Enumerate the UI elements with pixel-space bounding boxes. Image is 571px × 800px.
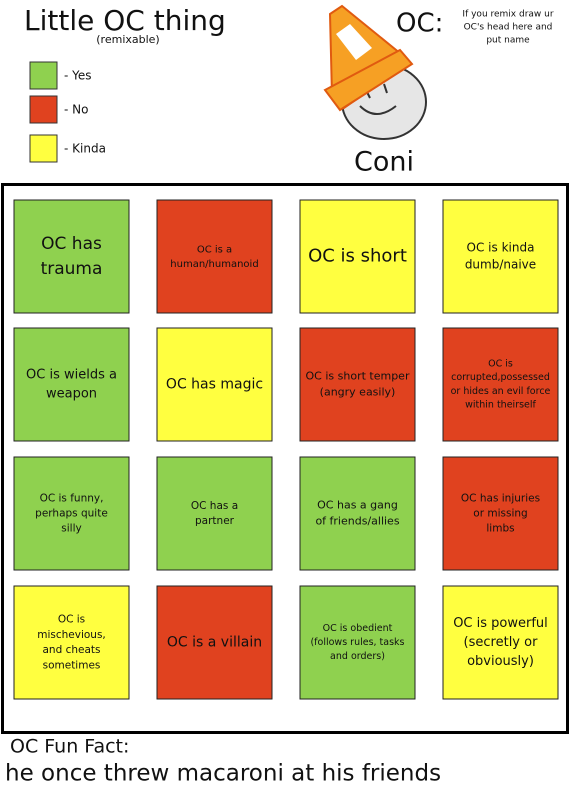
grid-cell: [156, 456, 273, 571]
grid-cell: [13, 327, 130, 442]
legend-label: - Yes: [64, 69, 92, 83]
cell-text: dumb/naive: [465, 258, 536, 272]
legend-label: - No: [64, 103, 88, 117]
grid-cell: [442, 327, 559, 442]
cell-text: OC is: [58, 614, 85, 626]
cell-text: perhaps quite: [35, 508, 108, 520]
fun-fact-title: OC Fun Fact:: [10, 736, 129, 758]
grid-cell: [156, 199, 273, 314]
cell-text: silly: [61, 523, 81, 535]
grid-frame: [1, 183, 569, 734]
grid-cell: [299, 327, 416, 442]
cell-text: partner: [195, 515, 235, 527]
grid-cell: [442, 456, 559, 571]
cell-text: OC has: [41, 234, 102, 254]
cell-text: within theirself: [465, 400, 536, 411]
cell-text: OC is kinda: [467, 240, 535, 254]
instruction: put name: [486, 36, 530, 46]
grid-cell: [299, 456, 416, 571]
legend-swatch: [29, 95, 58, 124]
cell-text: corrupted,possessed: [451, 372, 550, 383]
cell-text: OC is wields a: [26, 368, 117, 383]
cell-text: OC is short temper: [306, 370, 410, 383]
grid-cell: [13, 456, 130, 571]
subtitle: (remixable): [96, 33, 159, 46]
cell-text: trauma: [41, 259, 103, 279]
cell-text: OC is short: [308, 246, 407, 267]
cell-text: or hides an evil force: [451, 386, 551, 397]
fun-fact-text: he once threw macaroni at his friends: [5, 761, 441, 787]
oc-label: OC:: [396, 9, 443, 39]
grid-cell: [442, 199, 559, 314]
grid-cell: [299, 585, 416, 700]
cell-text: weapon: [46, 386, 97, 401]
cell-text: (secretly or: [464, 635, 539, 650]
cell-text: limbs: [486, 523, 514, 535]
oc-name: Coni: [354, 147, 414, 178]
grid-cell: [299, 199, 416, 314]
instruction: If you remix draw ur: [462, 10, 553, 20]
grid-cell: [13, 585, 130, 700]
legend-swatch: [29, 134, 58, 163]
cell-text: OC is obedient: [323, 623, 393, 634]
grid-cell: [442, 585, 559, 700]
instruction: OC's head here and: [464, 23, 553, 33]
grid-cell: [156, 327, 273, 442]
cell-text: OC is a villain: [167, 635, 262, 651]
cell-text: OC is a: [197, 244, 232, 255]
cell-text: (angry easily): [320, 385, 396, 398]
legend-swatch: [29, 61, 58, 90]
legend-label: - Kinda: [64, 142, 106, 156]
cell-text: mischevious,: [37, 629, 106, 641]
cone-head: [323, 4, 427, 140]
cell-text: OC has injuries: [461, 492, 540, 504]
cell-text: OC has magic: [166, 377, 263, 393]
cell-text: (follows rules, tasks: [310, 637, 404, 648]
cell-text: sometimes: [43, 659, 101, 671]
grid-cell: [13, 199, 130, 314]
cell-text: or missing: [473, 508, 527, 520]
cell-text: OC is powerful: [453, 616, 548, 631]
cell-text: OC is: [488, 358, 513, 369]
cell-text: and cheats: [42, 644, 100, 656]
cell-text: and orders): [330, 651, 385, 662]
cell-text: OC has a gang: [317, 499, 398, 512]
cell-text: of friends/allies: [315, 514, 399, 527]
cell-text: OC has a: [191, 500, 238, 512]
cell-text: OC is funny,: [40, 492, 104, 504]
grid-cell: [156, 585, 273, 700]
cell-text: obviously): [467, 654, 534, 669]
cell-text: human/humanoid: [170, 259, 258, 270]
title: Little OC thing: [24, 4, 226, 37]
